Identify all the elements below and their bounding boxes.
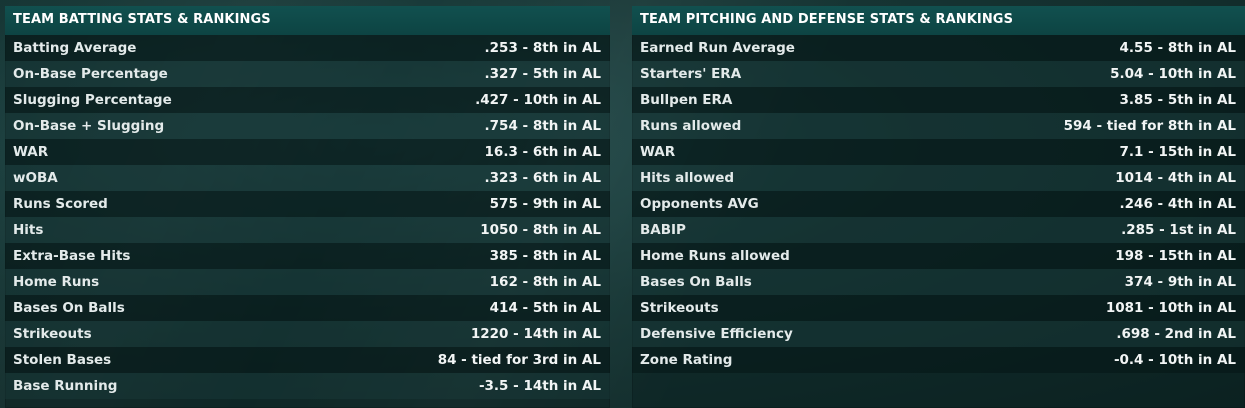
pitching-stat-value: -0.4 - 10th in AL: [1113, 352, 1236, 368]
batting-stat-value: 414 - 5th in AL: [489, 300, 601, 316]
batting-stat-label: Runs Scored: [13, 196, 108, 212]
pitching-stat-row: Runs allowed 594 - tied for 8th in AL: [632, 113, 1245, 139]
batting-stats-panel: TEAM BATTING STATS & RANKINGS Batting Av…: [5, 6, 610, 408]
pitching-stat-label: WAR: [640, 144, 676, 160]
pitching-stat-label: Earned Run Average: [640, 40, 795, 56]
batting-stat-label: wOBA: [13, 170, 58, 186]
batting-stat-row: Stolen Bases 84 - tied for 3rd in AL: [5, 347, 610, 373]
batting-stat-row: On-Base Percentage .327 - 5th in AL: [5, 61, 610, 87]
pitching-stat-row: WAR 7.1 - 15th in AL: [632, 139, 1245, 165]
batting-stat-value: .253 - 8th in AL: [484, 40, 601, 56]
pitching-stat-value: 1081 - 10th in AL: [1105, 300, 1236, 316]
batting-stat-value: 84 - tied for 3rd in AL: [437, 352, 601, 368]
batting-stat-value: .323 - 6th in AL: [484, 170, 601, 186]
batting-stat-label: Batting Average: [13, 40, 137, 56]
batting-stat-row: wOBA .323 - 6th in AL: [5, 165, 610, 191]
pitching-panel-title: TEAM PITCHING AND DEFENSE STATS & RANKIN…: [632, 6, 1245, 35]
batting-stat-value: 385 - 8th in AL: [489, 248, 601, 264]
pitching-stat-label: Starters' ERA: [640, 66, 742, 82]
batting-stat-row: Bases On Balls 414 - 5th in AL: [5, 295, 610, 321]
pitching-stat-value: .698 - 2nd in AL: [1116, 326, 1236, 342]
batting-stat-value: 1220 - 14th in AL: [470, 326, 601, 342]
batting-stat-row: Base Running -3.5 - 14th in AL: [5, 373, 610, 399]
batting-stat-value: 16.3 - 6th in AL: [484, 144, 601, 160]
batting-stat-label: On-Base + Slugging: [13, 118, 165, 134]
batting-stat-label: Extra-Base Hits: [13, 248, 131, 264]
pitching-stat-row: Home Runs allowed 198 - 15th in AL: [632, 243, 1245, 269]
pitching-stat-row: Bullpen ERA 3.85 - 5th in AL: [632, 87, 1245, 113]
batting-stat-row: Runs Scored 575 - 9th in AL: [5, 191, 610, 217]
batting-stat-row: Batting Average .253 - 8th in AL: [5, 35, 610, 61]
pitching-stat-label: Strikeouts: [640, 300, 719, 316]
pitching-stat-label: Runs allowed: [640, 118, 742, 134]
pitching-stat-row: Opponents AVG .246 - 4th in AL: [632, 191, 1245, 217]
batting-stat-label: Hits: [13, 222, 44, 238]
batting-stat-row: Hits 1050 - 8th in AL: [5, 217, 610, 243]
pitching-stats-list: Earned Run Average 4.55 - 8th in AL Starte…: [632, 35, 1245, 373]
pitching-stat-value: .285 - 1st in AL: [1121, 222, 1236, 238]
pitching-stat-label: Hits allowed: [640, 170, 735, 186]
batting-stat-label: Base Running: [13, 378, 118, 394]
pitching-stat-row: Hits allowed 1014 - 4th in AL: [632, 165, 1245, 191]
batting-stat-row: Slugging Percentage .427 - 10th in AL: [5, 87, 610, 113]
batting-stat-label: On-Base Percentage: [13, 66, 168, 82]
pitching-stat-label: Defensive Efficiency: [640, 326, 793, 342]
pitching-stat-label: Bullpen ERA: [640, 92, 733, 108]
batting-stat-row: WAR 16.3 - 6th in AL: [5, 139, 610, 165]
pitching-stat-row: Defensive Efficiency .698 - 2nd in AL: [632, 321, 1245, 347]
pitching-stat-label: Home Runs allowed: [640, 248, 790, 264]
pitching-stat-row: Zone Rating -0.4 - 10th in AL: [632, 347, 1245, 373]
batting-stat-value: 1050 - 8th in AL: [480, 222, 601, 238]
batting-stat-label: WAR: [13, 144, 49, 160]
batting-stat-value: -3.5 - 14th in AL: [478, 378, 601, 394]
batting-stat-value: .327 - 5th in AL: [484, 66, 601, 82]
pitching-stat-value: 5.04 - 10th in AL: [1110, 66, 1236, 82]
batting-stat-label: Slugging Percentage: [13, 92, 172, 108]
pitching-stat-value: 594 - tied for 8th in AL: [1063, 118, 1236, 134]
batting-stat-value: .754 - 8th in AL: [484, 118, 601, 134]
batting-stat-label: Strikeouts: [13, 326, 92, 342]
pitching-stat-value: 3.85 - 5th in AL: [1119, 92, 1236, 108]
pitching-stat-value: 374 - 9th in AL: [1124, 274, 1236, 290]
pitching-stat-label: Opponents AVG: [640, 196, 759, 212]
pitching-stat-value: .246 - 4th in AL: [1119, 196, 1236, 212]
pitching-stat-label: Zone Rating: [640, 352, 733, 368]
batting-stat-row: Home Runs 162 - 8th in AL: [5, 269, 610, 295]
pitching-stat-row: Earned Run Average 4.55 - 8th in AL: [632, 35, 1245, 61]
batting-stat-row: Strikeouts 1220 - 14th in AL: [5, 321, 610, 347]
batting-stat-row: Extra-Base Hits 385 - 8th in AL: [5, 243, 610, 269]
pitching-stat-value: 7.1 - 15th in AL: [1119, 144, 1236, 160]
pitching-stat-value: 4.55 - 8th in AL: [1119, 40, 1236, 56]
pitching-stats-panel: TEAM PITCHING AND DEFENSE STATS & RANKIN…: [632, 6, 1245, 408]
pitching-stat-row: Starters' ERA 5.04 - 10th in AL: [632, 61, 1245, 87]
batting-stat-label: Stolen Bases: [13, 352, 112, 368]
batting-panel-title: TEAM BATTING STATS & RANKINGS: [5, 6, 610, 35]
pitching-stat-label: Bases On Balls: [640, 274, 752, 290]
pitching-stat-value: 1014 - 4th in AL: [1115, 170, 1236, 186]
batting-stats-list: Batting Average .253 - 8th in AL On-Base P…: [5, 35, 610, 399]
pitching-stat-label: BABIP: [640, 222, 686, 238]
batting-stat-value: 575 - 9th in AL: [489, 196, 601, 212]
batting-stat-label: Bases On Balls: [13, 300, 125, 316]
pitching-stat-row: Bases On Balls 374 - 9th in AL: [632, 269, 1245, 295]
batting-stat-value: .427 - 10th in AL: [475, 92, 601, 108]
batting-stat-label: Home Runs: [13, 274, 100, 290]
batting-stat-row: On-Base + Slugging .754 - 8th in AL: [5, 113, 610, 139]
pitching-stat-row: BABIP .285 - 1st in AL: [632, 217, 1245, 243]
pitching-stat-row: Strikeouts 1081 - 10th in AL: [632, 295, 1245, 321]
batting-stat-value: 162 - 8th in AL: [489, 274, 601, 290]
pitching-stat-value: 198 - 15th in AL: [1115, 248, 1236, 264]
